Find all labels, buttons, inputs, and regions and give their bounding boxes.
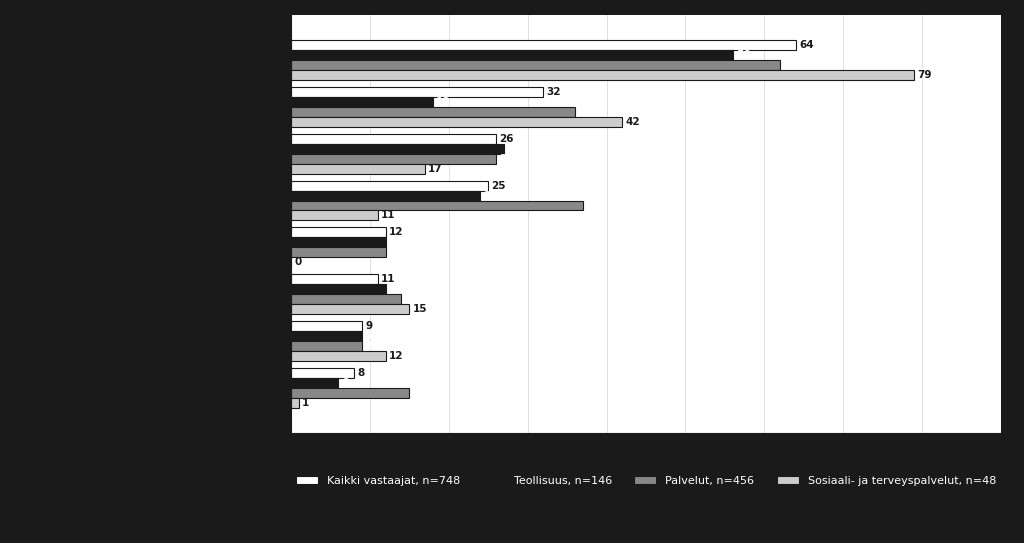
Text: 6: 6 xyxy=(341,378,349,388)
Bar xyxy=(291,294,401,304)
Text: 9: 9 xyxy=(366,341,373,351)
Bar xyxy=(291,284,386,294)
Bar xyxy=(291,97,433,107)
Bar xyxy=(291,117,623,127)
Bar xyxy=(291,247,386,257)
Text: 9: 9 xyxy=(366,331,373,341)
Text: 14: 14 xyxy=(404,294,419,304)
Text: 9: 9 xyxy=(366,321,373,331)
Text: 17: 17 xyxy=(428,163,442,174)
Bar xyxy=(291,397,299,407)
Text: 37: 37 xyxy=(586,200,601,211)
Text: 42: 42 xyxy=(626,117,640,127)
Text: 11: 11 xyxy=(381,274,395,284)
Text: 0: 0 xyxy=(294,257,301,267)
Text: 18: 18 xyxy=(436,97,451,107)
Bar xyxy=(291,211,378,220)
Bar xyxy=(291,341,361,351)
Bar xyxy=(291,378,338,388)
Bar xyxy=(291,388,410,397)
Text: 12: 12 xyxy=(389,351,403,361)
Bar xyxy=(291,321,361,331)
Text: 15: 15 xyxy=(413,388,427,397)
Bar xyxy=(291,191,480,200)
Text: 25: 25 xyxy=(492,181,506,191)
Text: 27: 27 xyxy=(507,144,522,154)
Text: 1: 1 xyxy=(302,397,309,408)
Text: 62: 62 xyxy=(783,60,798,70)
Bar xyxy=(291,40,796,50)
Text: 12: 12 xyxy=(389,228,403,237)
Text: 26: 26 xyxy=(500,134,514,144)
Text: 12: 12 xyxy=(389,247,403,257)
Bar xyxy=(291,144,504,154)
Bar xyxy=(291,134,496,144)
Bar xyxy=(291,163,425,174)
Text: 24: 24 xyxy=(483,191,498,200)
Text: 12: 12 xyxy=(389,284,403,294)
Bar xyxy=(291,60,780,70)
Text: 8: 8 xyxy=(357,368,365,378)
Legend: Kaikki vastaajat, n=748, Teollisuus, n=146, Palvelut, n=456, Sosiaali- ja tervey: Kaikki vastaajat, n=748, Teollisuus, n=1… xyxy=(292,471,1000,490)
Text: 15: 15 xyxy=(413,304,427,314)
Text: 11: 11 xyxy=(381,210,395,220)
Bar xyxy=(291,50,733,60)
Bar xyxy=(291,304,410,314)
Bar xyxy=(291,107,575,117)
Bar xyxy=(291,87,544,97)
Text: 79: 79 xyxy=(918,70,932,80)
Text: 64: 64 xyxy=(799,40,814,50)
Bar xyxy=(291,237,386,247)
Text: 12: 12 xyxy=(389,237,403,248)
Bar xyxy=(291,331,361,341)
Text: 32: 32 xyxy=(547,87,561,97)
Bar xyxy=(291,351,386,361)
Bar xyxy=(291,70,914,80)
Bar xyxy=(291,154,496,163)
Bar xyxy=(291,274,378,284)
Bar xyxy=(291,368,354,378)
Text: 36: 36 xyxy=(579,107,593,117)
Bar xyxy=(291,200,583,211)
Text: 26: 26 xyxy=(500,154,514,163)
Bar xyxy=(291,181,488,191)
Bar xyxy=(291,228,386,237)
Text: 56: 56 xyxy=(736,50,751,60)
